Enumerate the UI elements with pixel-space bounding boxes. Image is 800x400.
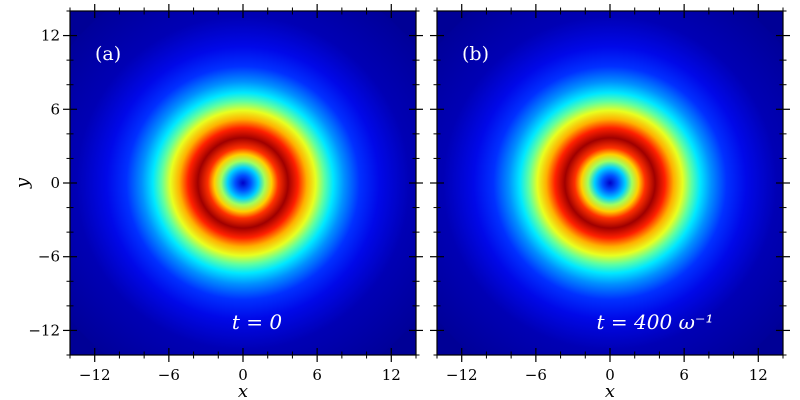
x-axis-label-a: x: [238, 381, 248, 400]
y-tick-label: −6: [38, 248, 60, 266]
density-ring-b: [437, 11, 783, 355]
time-annotation-a: t = 0: [232, 310, 283, 334]
ticks-b: −12 −6 0 6 12: [430, 4, 790, 384]
x-axis-label-b: x: [605, 381, 615, 400]
panel-a: −12 −6 0 6 12 −12 −6 0 6 12 (a) t = 0 x y: [12, 4, 423, 400]
panel-b: −12 −6 0 6 12 (b) t = 400 ω⁻¹ x: [430, 4, 790, 400]
x-tick-label: 0: [238, 366, 248, 384]
x-tick-label: 6: [679, 366, 689, 384]
x-tick-label: 12: [749, 366, 768, 384]
y-tick-label: 12: [41, 27, 60, 45]
x-tick-label: −12: [79, 366, 111, 384]
density-ring-a: [70, 11, 416, 355]
x-tick-label: 0: [605, 366, 615, 384]
x-tick-label: −6: [525, 366, 547, 384]
x-tick-label: −12: [446, 366, 478, 384]
x-tick-label: 12: [382, 366, 401, 384]
panel-label-a: (a): [95, 43, 121, 65]
x-tick-label: 6: [312, 366, 322, 384]
time-annotation-b: t = 400 ω⁻¹: [597, 310, 714, 334]
x-tick-label: −6: [158, 366, 180, 384]
y-tick-label: 0: [50, 174, 60, 192]
y-tick-label: 6: [50, 100, 60, 118]
y-tick-label: −12: [28, 321, 60, 339]
ticks-a: −12 −6 0 6 12 −12 −6 0 6 12: [28, 4, 423, 384]
panel-label-b: (b): [462, 43, 489, 65]
y-axis-label: y: [12, 177, 33, 189]
